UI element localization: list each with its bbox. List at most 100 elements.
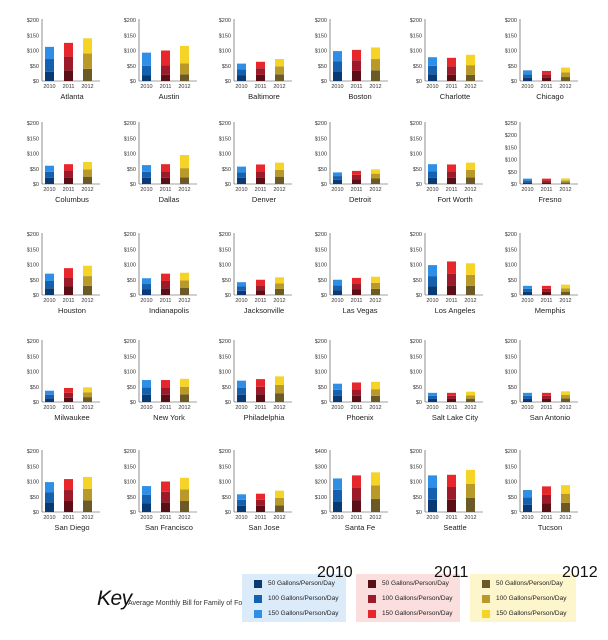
bar-2011-50	[447, 499, 456, 512]
x-tick-label: 2011	[351, 187, 363, 193]
x-tick-label: 2011	[446, 298, 458, 304]
bar-2011-150	[256, 61, 265, 69]
bar-2010-100	[237, 69, 246, 76]
bar-2012-100	[561, 180, 570, 183]
y-tick-label: $50	[30, 167, 39, 173]
bar-2012-100	[371, 282, 380, 289]
city-name: Santa Fe	[345, 523, 375, 532]
bar-2010-100	[428, 171, 437, 178]
bar-2011-150	[447, 57, 456, 67]
bar-2010-150	[142, 52, 151, 66]
bar-2011-50	[256, 394, 265, 402]
bar-2010-50	[333, 290, 342, 295]
x-tick-label: 2012	[464, 405, 476, 411]
city-chart-fresno: $250 $200 $150 $100 $50 $0 2010 2011 2012 Fresno	[505, 121, 578, 204]
bar-2012-150	[83, 38, 92, 54]
bar-2010-50	[428, 177, 437, 184]
y-tick-label: $150	[27, 247, 39, 253]
city-name: Fort Worth	[437, 195, 472, 204]
y-tick-label: $200	[27, 18, 39, 24]
bar-2012-100	[83, 53, 92, 69]
y-tick-label: $150	[315, 136, 327, 142]
x-tick-label: 2010	[331, 405, 343, 411]
bar-2012-100	[180, 489, 189, 502]
x-tick-label: 2010	[521, 298, 533, 304]
y-tick-label: $100	[410, 49, 422, 55]
y-tick-label: $100	[410, 480, 422, 486]
y-tick-label: $200	[219, 449, 231, 455]
bar-2010-150	[237, 282, 246, 287]
bar-2011-100	[542, 180, 551, 183]
x-tick-label: 2012	[559, 84, 571, 90]
bar-2012-150	[371, 169, 380, 174]
bar-2012-150	[180, 378, 189, 387]
bar-2011-150	[256, 279, 265, 286]
y-tick-label: $50	[508, 64, 517, 70]
key-item: 100 Gallons/Person/Day	[254, 595, 338, 603]
city-chart-fort-worth: $200 $150 $100 $50 $0 2010 2011 2012 Fort Worth	[410, 121, 483, 204]
x-tick-label: 2012	[178, 187, 190, 193]
bar-2012-50	[466, 285, 475, 295]
y-tick-label: $150	[315, 33, 327, 39]
city-chart-phoenix: $200 $150 $100 $50 $0 2010 2011 2012 Phoenix	[315, 339, 388, 422]
bar-2012-50	[83, 285, 92, 295]
bar-2010-50	[45, 502, 54, 512]
x-tick-label: 2010	[140, 515, 152, 521]
key-title: Key	[97, 587, 132, 610]
y-tick-label: $200	[27, 339, 39, 345]
y-tick-label: $100	[27, 480, 39, 486]
bar-2012-100	[83, 488, 92, 501]
y-tick-label: $0	[225, 293, 231, 299]
x-tick-label: 2010	[331, 515, 343, 521]
key-year-2011: 2011	[434, 564, 469, 581]
y-tick-label: $150	[124, 354, 136, 360]
city-chart-san-antonio: $200 $150 $100 $50 $0 2010 2011 2012 San Antonio	[505, 339, 578, 422]
bar-2011-150	[542, 285, 551, 289]
y-tick-label: $200	[505, 449, 517, 455]
city-name: New York	[153, 413, 185, 422]
x-tick-label: 2011	[541, 84, 553, 90]
bar-2011-150	[64, 387, 73, 393]
x-tick-label: 2010	[235, 187, 247, 193]
y-tick-label: $0	[511, 293, 517, 299]
bar-2012-150	[275, 277, 284, 284]
y-tick-label: $100	[27, 49, 39, 55]
y-tick-label: $50	[30, 495, 39, 501]
city-name: San Antonio	[530, 413, 570, 422]
bar-2011-50	[256, 177, 265, 184]
bar-2012-50	[83, 68, 92, 81]
y-tick-label: $50	[318, 167, 327, 173]
bar-2011-100	[447, 486, 456, 500]
y-tick-label: $100	[124, 370, 136, 376]
city-name: Los Angeles	[435, 306, 476, 315]
bar-2012-100	[83, 392, 92, 398]
city-chart-houston: $200 $150 $100 $50 $0 2010 2011 2012 Houston	[27, 232, 100, 315]
x-tick-label: 2011	[351, 298, 363, 304]
bar-2010-150	[428, 265, 437, 277]
bar-2010-50	[142, 503, 151, 512]
bar-2012-50	[275, 393, 284, 402]
bar-2012-50	[466, 497, 475, 512]
bar-2011-50	[352, 500, 361, 512]
x-tick-label: 2012	[369, 187, 381, 193]
y-tick-label: $200	[410, 232, 422, 238]
y-tick-label: $150	[124, 464, 136, 470]
city-name: Detroit	[349, 195, 372, 204]
y-tick-label: $100	[219, 263, 231, 269]
bar-2010-150	[428, 57, 437, 66]
city-name: Memphis	[535, 306, 566, 315]
bar-2011-150	[542, 486, 551, 495]
y-tick-label: $50	[127, 64, 136, 70]
bar-2011-50	[352, 289, 361, 295]
bar-2010-50	[333, 395, 342, 402]
bar-2012-50	[180, 287, 189, 295]
city-name: Charlotte	[440, 92, 470, 101]
bar-2010-150	[45, 390, 54, 395]
bar-2012-150	[83, 387, 92, 393]
city-name: Las Vegas	[342, 306, 377, 315]
bar-2011-100	[542, 288, 551, 292]
bar-2010-150	[523, 70, 532, 75]
x-tick-label: 2012	[81, 405, 93, 411]
y-tick-label: $300	[315, 464, 327, 470]
city-name: Austin	[159, 92, 180, 101]
